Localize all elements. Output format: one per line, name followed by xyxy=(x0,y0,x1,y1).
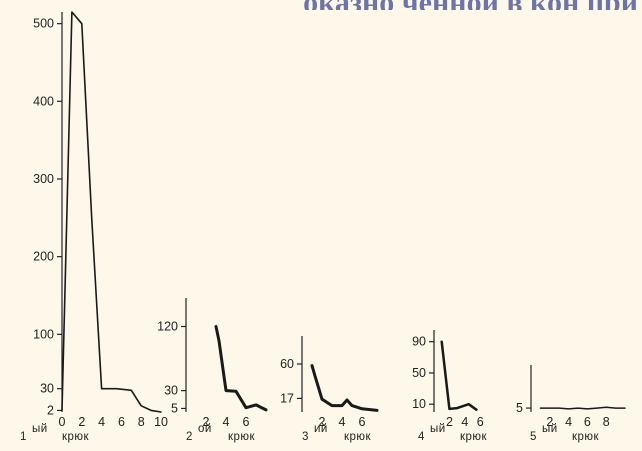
x-tick-label: 8 xyxy=(138,415,145,429)
x-tick-label: 2 xyxy=(446,415,453,429)
caption-number: 5 xyxy=(530,431,537,443)
x-tick-label: 0 xyxy=(59,415,66,429)
x-tick-label: 4 xyxy=(339,415,346,429)
caption-number: 1 xyxy=(20,431,27,443)
caption-word: крюк xyxy=(460,431,488,443)
series-line-3-1 xyxy=(310,364,379,412)
y-tick-label: 100 xyxy=(33,327,54,341)
caption-suffix: ой xyxy=(198,423,212,435)
y-tick-label: 400 xyxy=(33,94,54,108)
caption-word: крюк xyxy=(572,431,600,443)
x-tick-label: 4 xyxy=(461,415,468,429)
series-line-4-1 xyxy=(440,340,478,411)
caption-number: 2 xyxy=(186,431,193,443)
caption-suffix: ый xyxy=(32,423,48,435)
y-tick-label: 120 xyxy=(157,320,178,334)
x-tick-label: 6 xyxy=(118,415,125,429)
x-tick-label: 8 xyxy=(603,415,610,429)
y-tick-label: 300 xyxy=(33,172,54,186)
x-tick-label: 2 xyxy=(203,415,210,429)
x-tick-label: 2 xyxy=(319,415,326,429)
caption-word: крюк xyxy=(344,431,372,443)
y-tick-label: 5 xyxy=(171,401,178,415)
x-tick-label: 4 xyxy=(223,415,230,429)
y-tick-label: 90 xyxy=(412,335,426,349)
caption-suffix: ый xyxy=(542,423,558,435)
y-tick-label: 500 xyxy=(33,17,54,31)
y-tick-label: 30 xyxy=(40,382,54,396)
y-tick-label: 2 xyxy=(47,403,54,417)
subchart-3: 17 60 2 4 6 3 ий крюк xyxy=(280,336,379,443)
x-tick-label: 6 xyxy=(584,415,591,429)
x-tick-label: 2 xyxy=(78,415,85,429)
x-tick-label: 4 xyxy=(565,415,572,429)
y-tick-label: 50 xyxy=(412,366,426,380)
y-tick-label: 17 xyxy=(280,391,294,405)
x-tick-label: 10 xyxy=(154,415,168,429)
y-tick-label: 5 xyxy=(516,401,523,415)
x-tick-label: 4 xyxy=(98,415,105,429)
caption-word: крюк xyxy=(228,431,256,443)
header-text: оказно ченной в кон при xyxy=(303,0,638,10)
y-tick-label: 60 xyxy=(280,357,294,371)
series-line-1-1 xyxy=(61,11,162,413)
y-tick-label: 10 xyxy=(412,397,426,411)
x-tick-label: 2 xyxy=(546,415,553,429)
y-tick-label: 200 xyxy=(33,250,54,264)
caption-number: 4 xyxy=(418,431,425,443)
header-banner: оказно ченной в кон при xyxy=(0,0,642,10)
x-tick-label: 6 xyxy=(359,415,366,429)
caption-number: 3 xyxy=(302,431,309,443)
caption-suffix: ый xyxy=(430,423,446,435)
series-line-5-1 xyxy=(539,406,626,410)
x-tick-label: 6 xyxy=(477,415,484,429)
x-tick-label: 6 xyxy=(243,415,250,429)
y-tick-label: 30 xyxy=(164,384,178,398)
caption-word: крюк xyxy=(62,431,90,443)
series-line-2-1 xyxy=(214,325,268,412)
caption-suffix: ий xyxy=(314,423,328,435)
